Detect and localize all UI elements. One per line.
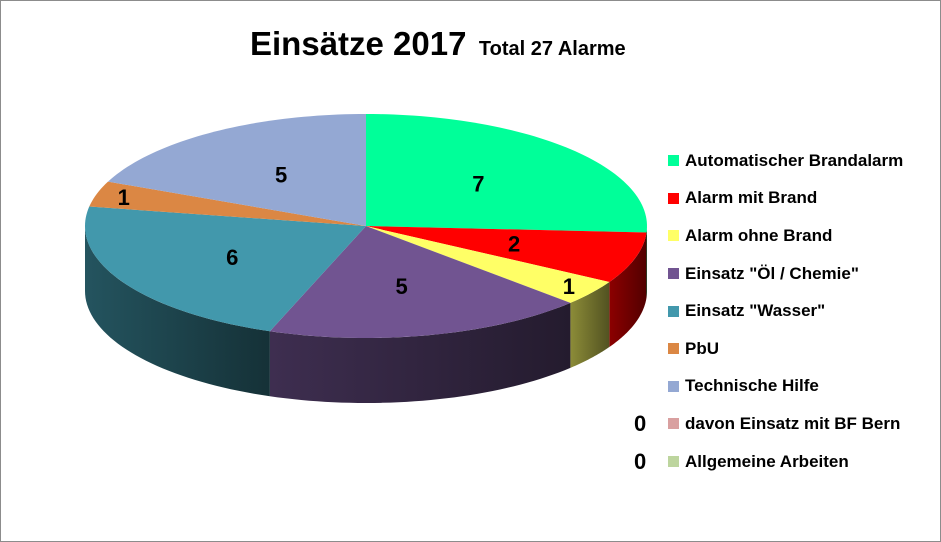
pie-side-3 <box>570 282 610 368</box>
pie-slice-6 <box>89 181 367 226</box>
pie-side-2 <box>609 232 647 347</box>
data-label-3: 1 <box>563 274 575 299</box>
data-label-6: 1 <box>118 185 130 210</box>
legend-label: Einsatz "Öl / Chemie" <box>685 263 859 283</box>
legend-label: Allgemeine Arbeiten <box>685 451 849 471</box>
legend-item-7: Technische Hilfe <box>668 368 938 406</box>
legend-swatch <box>668 155 679 167</box>
legend-zero-value: 0 <box>634 411 647 437</box>
legend-item-2: Alarm mit Brand <box>668 180 938 218</box>
legend-zero-value: 0 <box>634 448 647 474</box>
data-label-4: 5 <box>395 274 407 299</box>
pie-side-4 <box>269 302 571 403</box>
legend-swatch <box>668 305 679 317</box>
pie-slice-2 <box>366 226 647 282</box>
legend-item-6: PbU <box>668 330 938 368</box>
pie-slice-4 <box>269 226 571 338</box>
chart-title: Einsätze 2017 <box>250 25 467 62</box>
legend-label: Einsatz "Wasser" <box>685 301 826 321</box>
pie-slice-1 <box>366 114 647 233</box>
legend-swatch <box>668 230 679 242</box>
legend-swatch <box>668 343 679 355</box>
legend-item-9: 0 Allgemeine Arbeiten <box>634 443 938 481</box>
data-label-5: 6 <box>226 245 238 270</box>
pie-slice-5 <box>85 206 366 332</box>
legend-item-1: Automatischer Brandalarm <box>668 142 938 180</box>
legend-item-8: 0 davon Einsatz mit BF Bern <box>634 405 938 443</box>
pie-slice-7 <box>107 114 366 226</box>
legend-label: davon Einsatz mit BF Bern <box>685 413 901 433</box>
chart-legend: Automatischer Brandalarm Alarm mit Brand A… <box>634 142 938 481</box>
data-label-2: 2 <box>508 232 520 257</box>
legend-label: Technische Hilfe <box>685 376 819 396</box>
legend-item-5: Einsatz "Wasser" <box>668 292 938 330</box>
legend-label: Alarm mit Brand <box>685 188 818 208</box>
legend-label: PbU <box>685 338 719 358</box>
data-label-7: 5 <box>275 163 287 188</box>
legend-item-3: Alarm ohne Brand <box>668 217 938 255</box>
chart-title-area: Einsätze 2017 Total 27 Alarme <box>250 25 626 63</box>
legend-swatch <box>668 268 679 280</box>
legend-swatch <box>668 380 679 392</box>
legend-swatch <box>668 192 679 204</box>
pie-side-5 <box>85 226 270 397</box>
legend-label: Alarm ohne Brand <box>685 225 833 245</box>
data-label-1: 7 <box>472 172 484 197</box>
legend-label: Automatischer Brandalarm <box>685 150 904 170</box>
legend-swatch <box>668 418 679 430</box>
legend-item-4: Einsatz "Öl / Chemie" <box>668 255 938 293</box>
pie-slice-3 <box>366 226 610 303</box>
chart-subtitle: Total 27 Alarme <box>478 38 626 60</box>
legend-swatch <box>668 456 679 468</box>
